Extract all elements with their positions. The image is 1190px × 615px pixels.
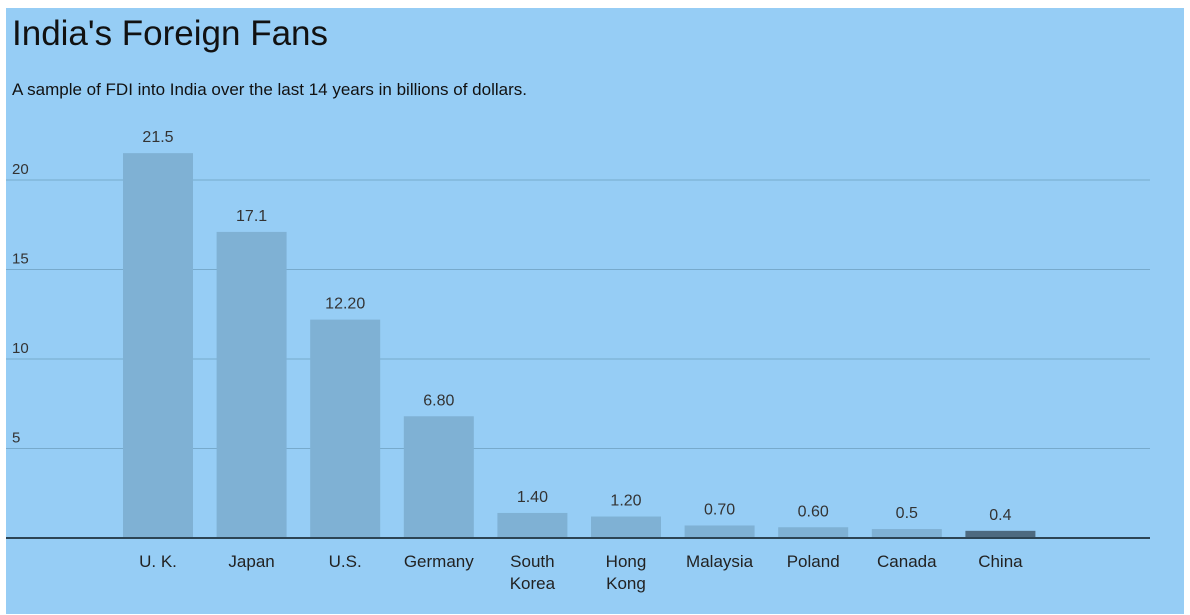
x-tick-label: South Korea bbox=[510, 552, 556, 593]
x-tick-label: Japan bbox=[228, 552, 274, 571]
bar bbox=[591, 516, 661, 538]
axes: 5 10 15 20 U. K. Japan U.S. Germany South Korea Ho… bbox=[6, 161, 1150, 593]
y-tick-label: 15 bbox=[12, 251, 29, 268]
bar bbox=[216, 231, 287, 538]
data-label: 0.60 bbox=[798, 503, 829, 520]
bar bbox=[497, 512, 568, 538]
data-label: 0.5 bbox=[896, 505, 918, 522]
bar bbox=[123, 153, 193, 538]
x-tick-label: Poland bbox=[787, 552, 840, 571]
data-label: 21.5 bbox=[142, 129, 173, 146]
chart-subtitle: A sample of FDI into India over the last… bbox=[12, 80, 527, 99]
data-label: 1.20 bbox=[610, 493, 641, 510]
data-label: 1.40 bbox=[517, 489, 548, 506]
data-labels: 21.5 17.1 12.20 6.80 1.40 1.20 0.70 0.60 0.5 0.4 bbox=[142, 129, 1011, 524]
y-tick-label: 5 bbox=[12, 430, 20, 447]
bar bbox=[310, 319, 381, 538]
y-tick-label: 10 bbox=[12, 340, 29, 357]
x-tick-label: U.S. bbox=[329, 552, 362, 571]
bar bbox=[965, 530, 1036, 538]
x-tick-label: Germany bbox=[404, 552, 474, 571]
bar bbox=[403, 416, 474, 538]
data-label: 0.70 bbox=[704, 501, 735, 518]
y-tick-label: 20 bbox=[12, 161, 29, 178]
bar bbox=[778, 527, 849, 538]
chart-panel bbox=[6, 8, 1184, 614]
bar bbox=[871, 529, 942, 538]
x-tick-label: Malaysia bbox=[686, 552, 754, 571]
data-label: 12.20 bbox=[325, 296, 365, 313]
x-tick-label: U. K. bbox=[139, 552, 177, 571]
x-tick-label: Canada bbox=[877, 552, 937, 571]
data-label: 0.4 bbox=[989, 507, 1011, 524]
x-tick-label: Hong Kong bbox=[606, 552, 647, 593]
data-label: 6.80 bbox=[423, 392, 454, 409]
chart-title: India's Foreign Fans bbox=[12, 14, 329, 53]
bar bbox=[684, 525, 755, 538]
x-tick-label: China bbox=[978, 552, 1023, 571]
bars bbox=[123, 153, 1036, 538]
gridlines bbox=[6, 179, 1150, 449]
data-label: 17.1 bbox=[236, 208, 267, 225]
